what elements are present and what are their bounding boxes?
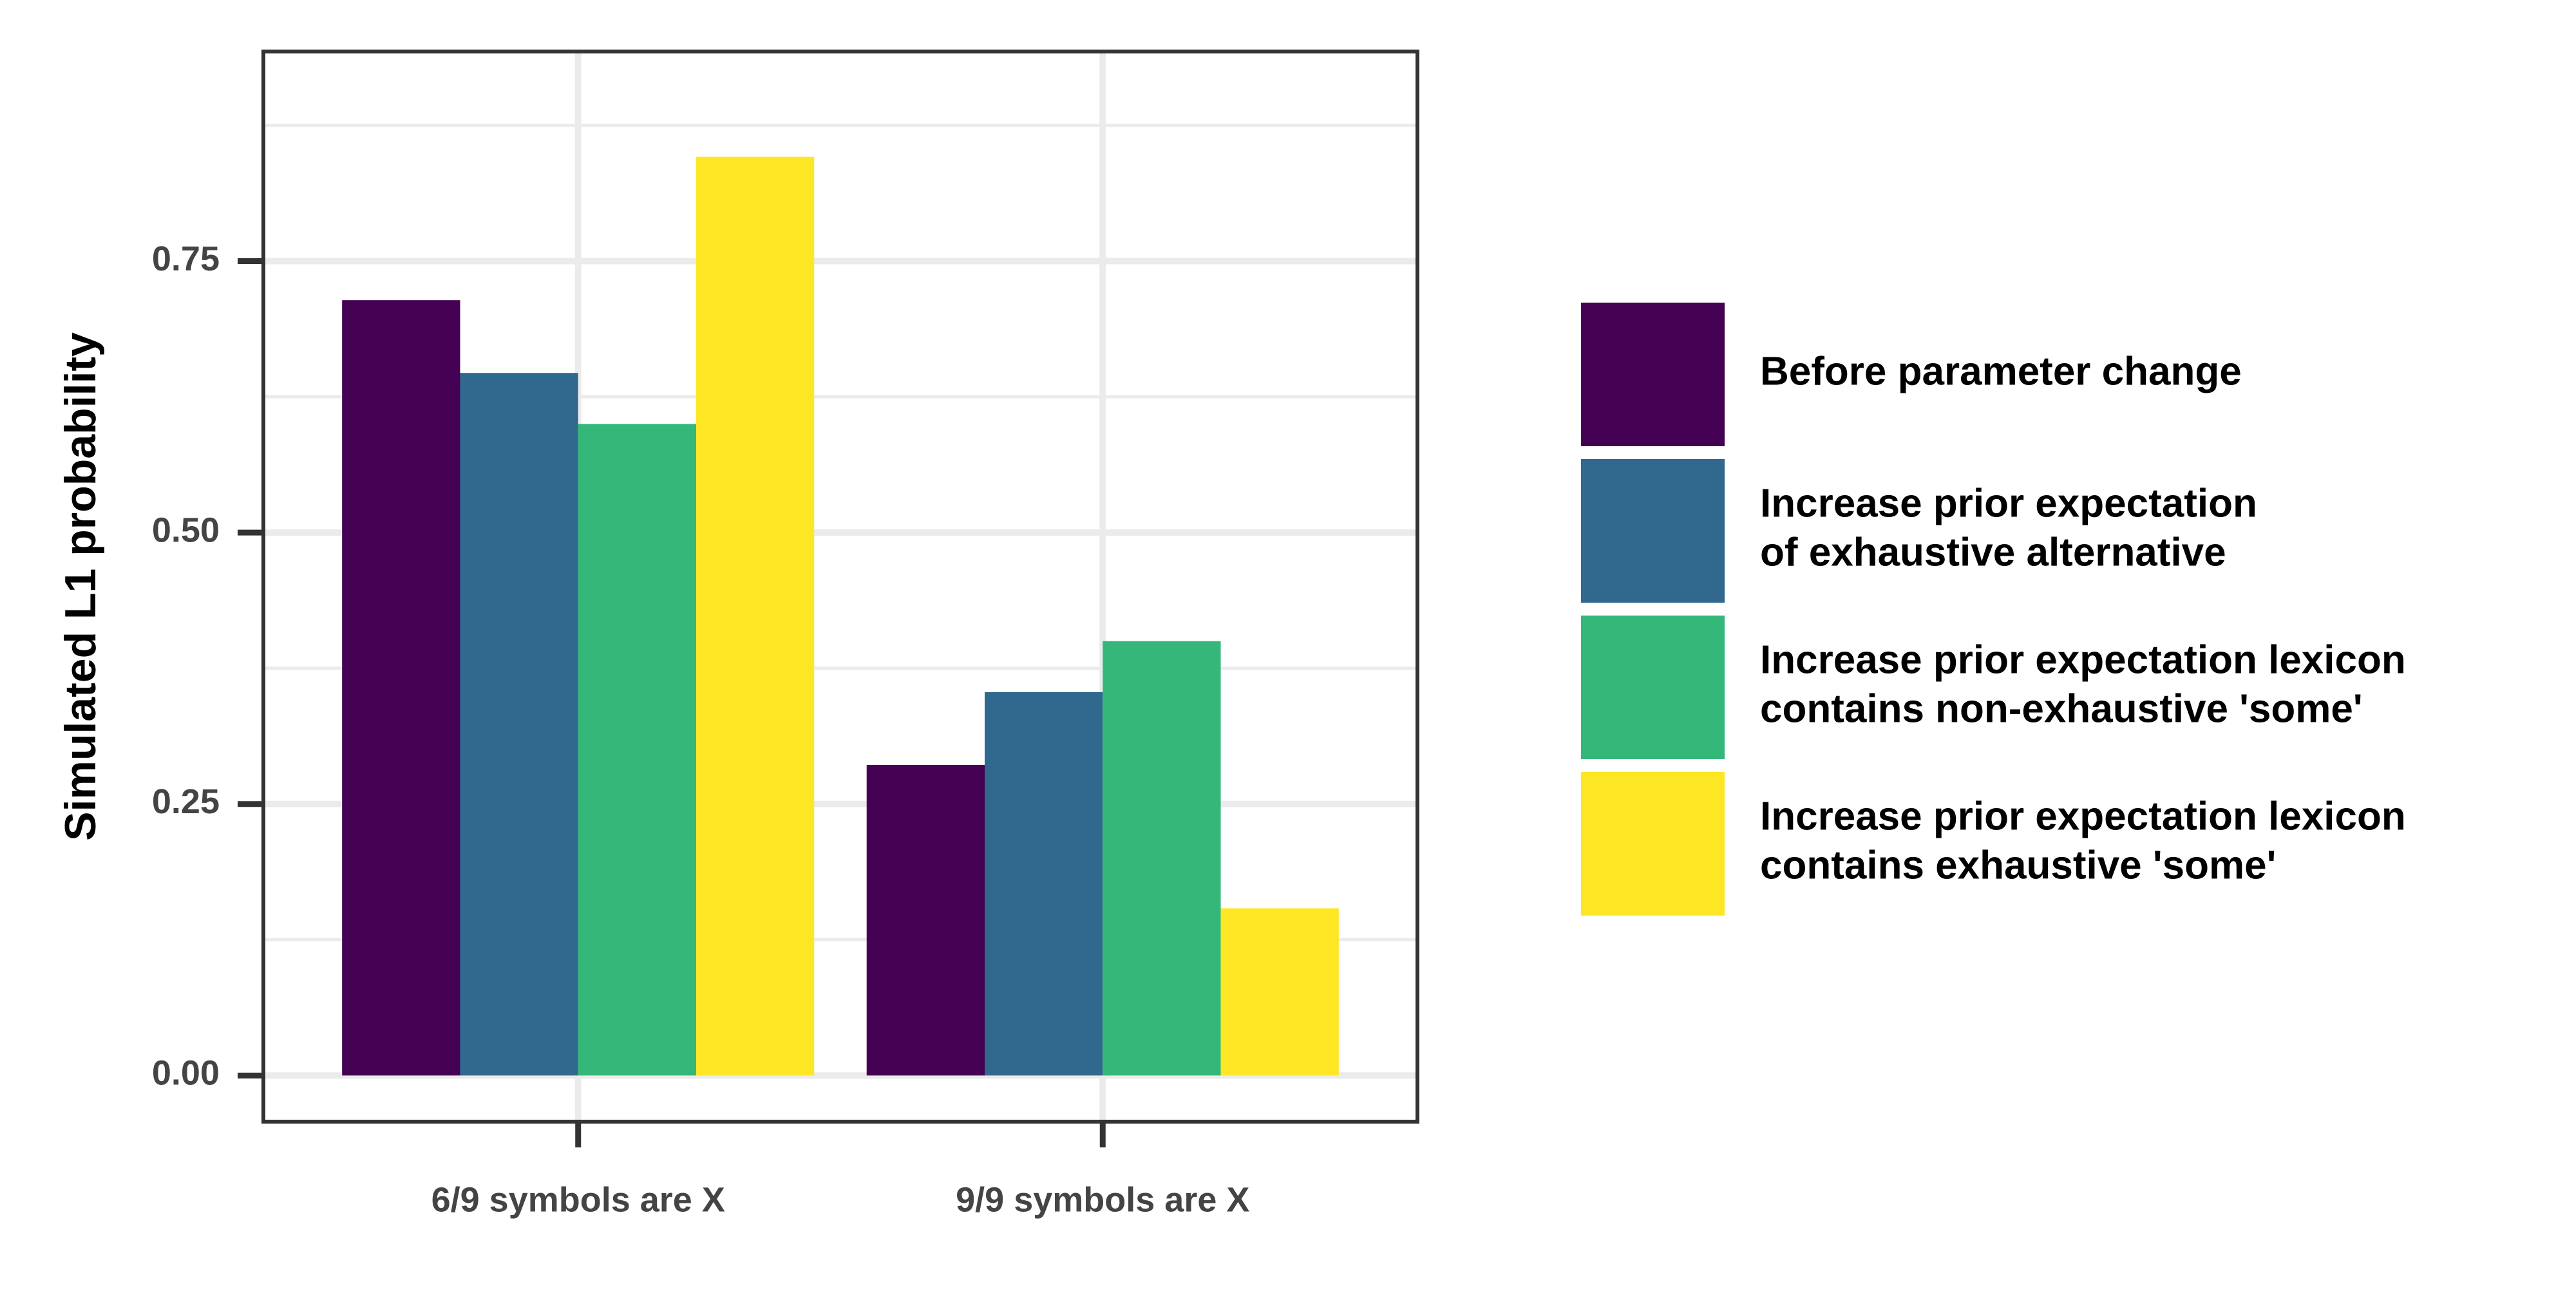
- legend-label: Increase prior expectation lexicon contai…: [1760, 638, 2406, 731]
- x-axis: 6/9 symbols are X 9/9 symbols are X: [431, 1122, 1249, 1219]
- y-axis-title: Simulated L1 probability: [56, 332, 105, 841]
- legend-swatch: [1581, 772, 1725, 916]
- y-tick-label: 0.75: [152, 240, 220, 278]
- legend-label: Increase prior expectation of exhaustive …: [1760, 482, 2257, 575]
- y-tick-label: 0.50: [152, 511, 220, 549]
- bar: [1220, 908, 1339, 1076]
- bar: [866, 765, 985, 1076]
- plot-panel-border: [261, 50, 1419, 1124]
- bars: [342, 156, 1339, 1076]
- legend-item: Increase prior expectation of exhaustive …: [1581, 459, 2257, 603]
- bar: [460, 373, 578, 1076]
- legend-label: Increase prior expectation lexicon contai…: [1760, 795, 2406, 888]
- x-tick-label: 6/9 symbols are X: [431, 1180, 725, 1219]
- bar: [696, 156, 815, 1076]
- y-tick-label: 0.25: [152, 782, 220, 821]
- x-tick-label: 9/9 symbols are X: [956, 1180, 1249, 1219]
- bar: [985, 692, 1103, 1076]
- legend-swatch: [1581, 616, 1725, 759]
- legend-label: Before parameter change: [1760, 350, 2242, 394]
- bar: [1103, 641, 1221, 1076]
- y-tick-label: 0.00: [152, 1054, 220, 1093]
- bar: [342, 300, 460, 1076]
- y-axis: 0.00 0.25 0.50 0.75: [152, 240, 263, 1093]
- legend-item: Increase prior expectation lexicon contai…: [1581, 616, 2406, 759]
- legend-swatch: [1581, 459, 1725, 603]
- legend-item: Increase prior expectation lexicon contai…: [1581, 772, 2406, 916]
- legend-swatch: [1581, 303, 1725, 446]
- bar: [578, 424, 696, 1076]
- legend-item: Before parameter change: [1581, 303, 2242, 446]
- legend: Before parameter change Increase prior ex…: [1581, 303, 2406, 916]
